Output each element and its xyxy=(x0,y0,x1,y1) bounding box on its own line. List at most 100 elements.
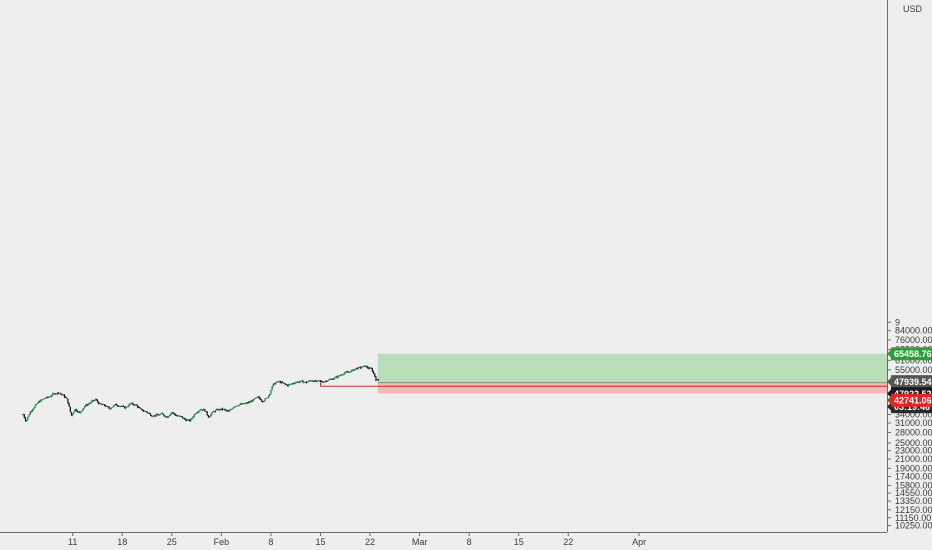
candle xyxy=(93,400,95,402)
candle xyxy=(283,382,285,384)
candle xyxy=(33,407,35,411)
candle xyxy=(100,403,102,405)
candle xyxy=(362,366,364,368)
candle xyxy=(343,372,345,376)
candle xyxy=(296,381,298,384)
candle xyxy=(113,404,115,408)
candle xyxy=(185,418,187,422)
candle xyxy=(133,404,135,407)
candle xyxy=(277,381,279,383)
candle xyxy=(46,396,48,399)
candle xyxy=(99,402,101,405)
candle xyxy=(243,403,245,405)
y-tick-label: 23000.00 xyxy=(895,446,932,456)
candle xyxy=(210,413,212,418)
candle xyxy=(98,401,100,405)
candle xyxy=(318,380,320,382)
level-line-group[interactable] xyxy=(319,382,887,387)
candle xyxy=(376,378,378,381)
candle xyxy=(254,397,257,399)
candle xyxy=(62,394,64,396)
candle xyxy=(226,409,228,412)
candle xyxy=(142,409,145,412)
candles xyxy=(22,365,379,422)
candle xyxy=(165,415,167,418)
candle xyxy=(372,370,375,375)
candle xyxy=(140,407,142,410)
candle xyxy=(135,404,137,406)
candle xyxy=(27,416,29,421)
candle xyxy=(371,367,373,373)
candle xyxy=(63,393,66,398)
candle xyxy=(65,396,67,399)
y-tick-label: 84000.00 xyxy=(895,326,932,336)
x-tick-label: 15 xyxy=(514,537,524,547)
candle xyxy=(351,369,353,372)
candle xyxy=(52,392,54,397)
candle xyxy=(197,410,199,414)
candle xyxy=(265,397,267,400)
y-tick-label: 9 xyxy=(895,317,900,327)
candle xyxy=(325,380,327,383)
candle xyxy=(90,400,93,404)
time-axis[interactable]: 11 18 25 Feb 8 15 22 Mar 8 15 22 Apr xyxy=(68,532,646,547)
candle xyxy=(356,367,358,370)
candle xyxy=(347,370,349,373)
candle xyxy=(207,414,209,418)
candle xyxy=(120,405,122,407)
candle xyxy=(349,371,351,373)
candle xyxy=(258,396,260,399)
candle xyxy=(321,380,323,383)
candle xyxy=(289,383,291,386)
candle xyxy=(221,407,224,411)
candle xyxy=(128,403,130,407)
candle xyxy=(188,419,191,422)
candle xyxy=(67,398,69,405)
currency-label[interactable]: USD xyxy=(903,4,923,14)
entry-price-badge: 47939.54 xyxy=(887,375,932,389)
candle xyxy=(116,404,119,407)
candle xyxy=(147,412,149,414)
candle xyxy=(34,405,36,409)
candle xyxy=(125,406,127,410)
candle xyxy=(77,411,80,414)
candle xyxy=(161,412,163,415)
candle xyxy=(257,395,259,399)
candle xyxy=(338,375,340,377)
candle xyxy=(377,379,379,382)
candle xyxy=(66,397,68,399)
candle xyxy=(263,400,265,403)
candle xyxy=(152,416,154,418)
candle xyxy=(129,403,132,405)
candle xyxy=(328,379,330,381)
candle xyxy=(75,408,77,412)
profit-zone[interactable] xyxy=(377,353,887,383)
candle xyxy=(56,392,58,395)
candle xyxy=(305,381,307,384)
candle xyxy=(24,416,27,422)
candle xyxy=(36,402,38,405)
loss-zone[interactable] xyxy=(377,382,887,394)
candle xyxy=(345,370,348,373)
candle xyxy=(201,409,204,412)
candle xyxy=(299,380,302,383)
candle xyxy=(186,419,188,421)
candle xyxy=(177,415,179,417)
candle xyxy=(219,408,221,411)
candle xyxy=(50,394,53,398)
candle xyxy=(199,409,201,412)
candle xyxy=(364,365,366,368)
candle xyxy=(259,397,261,401)
candle xyxy=(95,398,97,401)
candle xyxy=(238,404,240,407)
candle xyxy=(26,419,28,422)
candle xyxy=(146,411,148,414)
y-tick-label: 76000.00 xyxy=(895,335,932,345)
candle xyxy=(198,410,200,414)
x-tick-label: 11 xyxy=(68,537,77,547)
candle xyxy=(89,402,91,405)
candle xyxy=(85,404,87,407)
position-tool[interactable] xyxy=(377,353,887,394)
candle xyxy=(291,383,293,385)
